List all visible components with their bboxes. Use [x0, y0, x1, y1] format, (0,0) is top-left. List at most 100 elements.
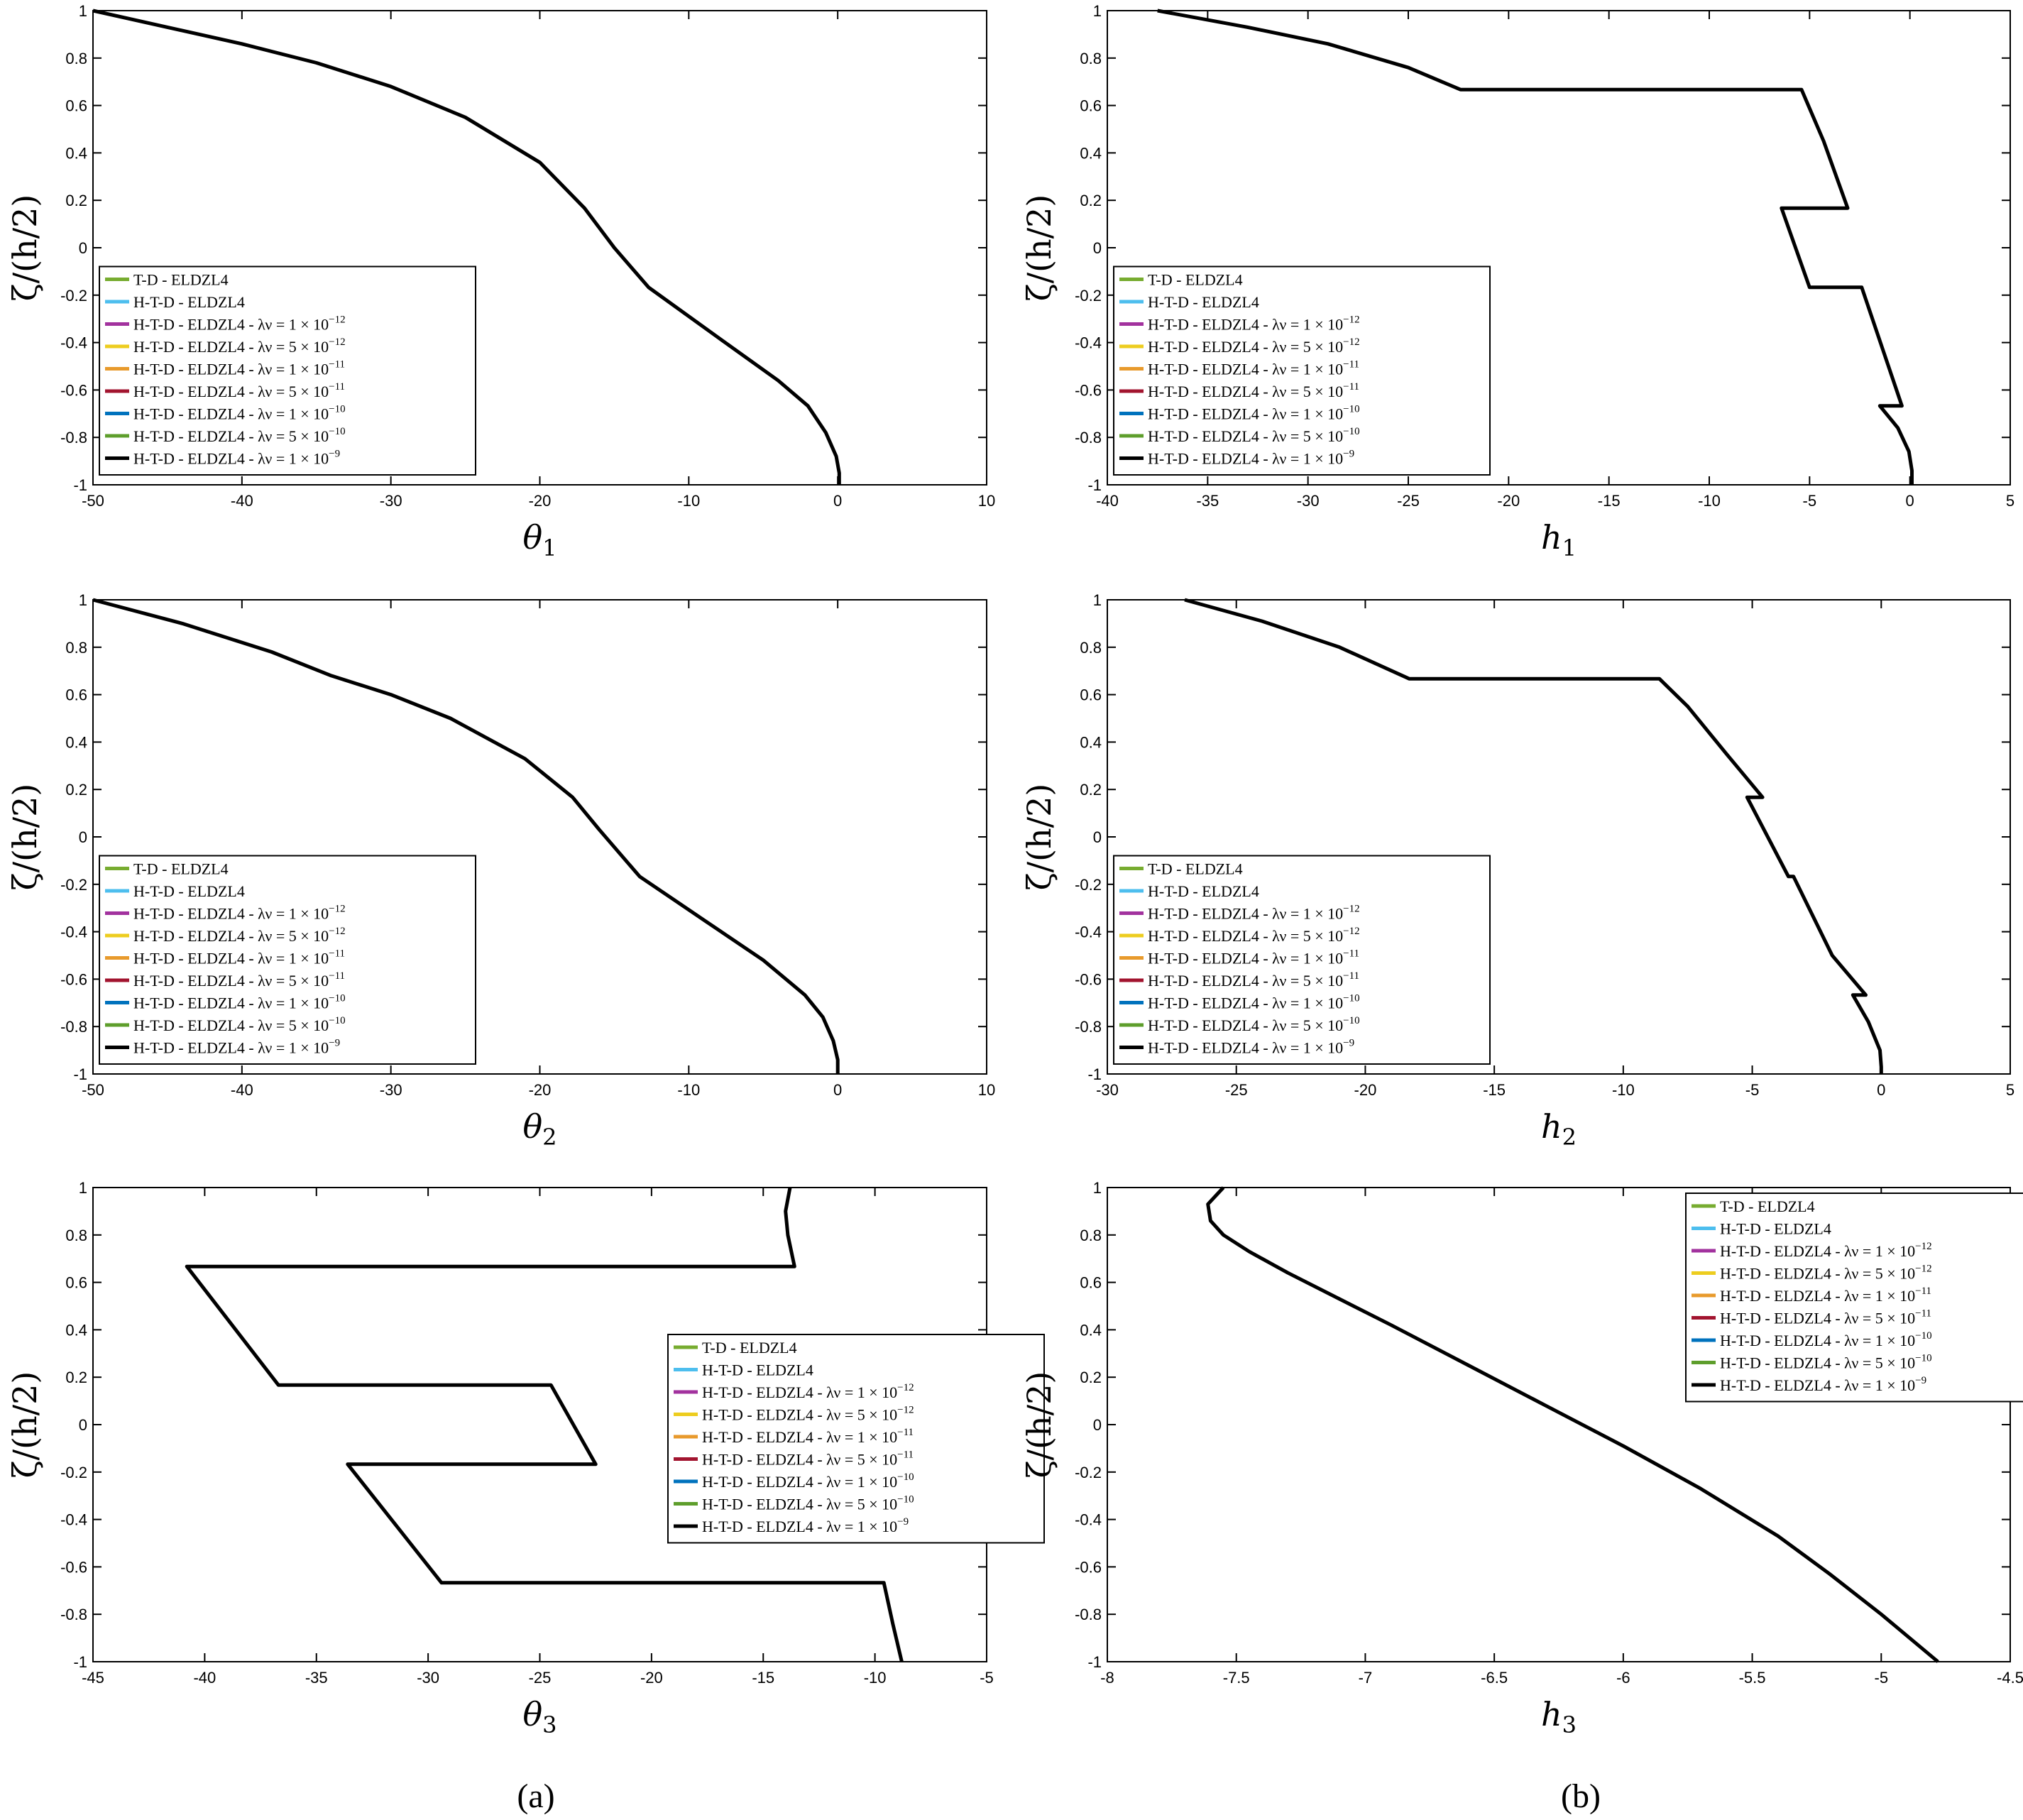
y-tick-label: 0.8 — [65, 1227, 87, 1244]
series-line — [1184, 598, 1883, 1074]
legend-entry-label: H-T-D - ELDZL4 — [133, 882, 245, 900]
x-axis-subscript: 2 — [542, 1124, 557, 1151]
x-tick-label: -45 — [82, 1669, 104, 1687]
y-tick-label: 0.6 — [65, 686, 87, 704]
panel-label-a: (a) — [517, 1777, 554, 1815]
legend-entry-label: H-T-D - ELDZL4 — [1148, 882, 1259, 900]
y-tick-label: 0.2 — [1080, 192, 1102, 209]
legend-entry-exponent: −10 — [1343, 993, 1359, 1004]
legend-entry-label: H-T-D - ELDZL4 - λν = 1 × 10−10 — [1720, 1330, 1932, 1349]
y-tick-label: -0.6 — [1075, 970, 1102, 988]
y-tick-label: 0.4 — [1080, 144, 1102, 162]
x-tick-label: -30 — [1096, 1081, 1119, 1099]
y-tick-label: 1 — [79, 591, 87, 609]
y-tick-label: 0.2 — [65, 781, 87, 799]
legend-box — [99, 265, 476, 476]
y-tick-label: -0.2 — [60, 876, 87, 894]
series-line — [1157, 9, 1914, 485]
legend-entry-label: H-T-D - ELDZL4 - λν = 1 × 10−11 — [133, 948, 345, 967]
y-axis-label: ζ/(h/2) — [1020, 784, 1058, 891]
x-axis-symbol: h — [1541, 1107, 1562, 1146]
y-tick-label: -0.4 — [1075, 923, 1102, 941]
y-tick-label: 0 — [79, 239, 87, 257]
y-axis-label: ζ/(h/2) — [6, 194, 44, 302]
legend-entry-exponent: −9 — [329, 1038, 340, 1049]
y-tick-label: -1 — [1087, 1065, 1102, 1083]
legend-entry-exponent: −12 — [329, 336, 345, 348]
legend-entry-label: H-T-D - ELDZL4 - λν = 1 × 10−11 — [1720, 1285, 1931, 1305]
y-tick-label: 0.6 — [65, 97, 87, 115]
y-axis-label: ζ/(h/2) — [1020, 194, 1058, 302]
legend-entry-label: H-T-D - ELDZL4 - λν = 5 × 10−10 — [702, 1494, 914, 1513]
x-tick-label: -25 — [1225, 1081, 1248, 1099]
y-tick-label: -0.8 — [1075, 1606, 1102, 1623]
y-tick-label: -0.8 — [1075, 1018, 1102, 1036]
legend: T-D - ELDZL4 H-T-D - ELDZL4 H-T-D - ELDZL4… — [667, 1334, 1045, 1544]
legend: T-D - ELDZL4 H-T-D - ELDZL4 H-T-D - ELDZL4… — [1113, 265, 1491, 476]
legend-entry-label: H-T-D - ELDZL4 - λν = 5 × 10−11 — [1148, 970, 1359, 990]
x-tick-label: -40 — [231, 1081, 253, 1099]
legend: T-D - ELDZL4 H-T-D - ELDZL4 H-T-D - ELDZL4… — [1113, 855, 1491, 1065]
legend-entry-label: H-T-D - ELDZL4 - λν = 5 × 10−11 — [1148, 381, 1359, 400]
legend-entry-label: H-T-D - ELDZL4 - λν = 5 × 10−11 — [133, 381, 345, 400]
y-axis-label: ζ/(h/2) — [6, 1371, 44, 1479]
x-tick-label: -8 — [1100, 1669, 1114, 1687]
legend-entry-label: T-D - ELDZL4 — [702, 1339, 797, 1356]
y-tick-label: 0.6 — [1080, 686, 1102, 704]
y-tick-label: -0.2 — [1075, 287, 1102, 305]
legend-box — [1685, 1193, 2023, 1403]
x-tick-label: -5 — [1745, 1081, 1760, 1099]
legend-entry-exponent: −11 — [329, 970, 345, 982]
y-tick-label: -0.6 — [60, 1558, 87, 1576]
x-tick-label: 0 — [833, 492, 842, 510]
legend-entry-label: H-T-D - ELDZL4 - λν = 1 × 10−12 — [1720, 1241, 1932, 1260]
legend-entry-label: H-T-D - ELDZL4 - λν = 1 × 10−12 — [133, 904, 346, 923]
legend-entry-label: H-T-D - ELDZL4 - λν = 1 × 10−11 — [1148, 948, 1359, 967]
legend-entry-exponent: −9 — [1343, 449, 1354, 460]
legend-entry-label: H-T-D - ELDZL4 - λν = 5 × 10−10 — [133, 426, 346, 445]
x-tick-label: -10 — [1612, 1081, 1635, 1099]
y-tick-label: -0.2 — [1075, 1464, 1102, 1481]
legend-entry-label: H-T-D - ELDZL4 - λν = 5 × 10−12 — [1148, 926, 1360, 945]
x-tick-label: -5.5 — [1739, 1669, 1766, 1687]
y-tick-label: -0.8 — [60, 429, 87, 446]
legend: T-D - ELDZL4 H-T-D - ELDZL4 H-T-D - ELDZL4… — [99, 265, 476, 476]
legend-entry-label: H-T-D - ELDZL4 - λν = 5 × 10−10 — [1148, 426, 1360, 445]
legend-entry-exponent: −12 — [1343, 314, 1359, 326]
y-tick-label: 0.2 — [65, 192, 87, 209]
x-tick-label: -15 — [752, 1669, 774, 1687]
y-tick-label: -1 — [1087, 1653, 1102, 1671]
chart-panel-1: -50 -40 -30 -20 -10 0 10 -1 -0.8 -0.6 -0.4 -0.2 0 0.2… — [6, 2, 995, 561]
legend-box — [667, 1334, 1045, 1544]
y-tick-label: 0 — [1093, 1416, 1102, 1434]
x-tick-label: -35 — [1196, 492, 1219, 510]
y-tick-label: 1 — [1093, 2, 1102, 20]
legend-entry-label: H-T-D - ELDZL4 — [702, 1361, 813, 1379]
legend-entry-label: H-T-D - ELDZL4 - λν = 1 × 10−9 — [702, 1516, 909, 1535]
legend-entry-label: H-T-D - ELDZL4 — [1148, 293, 1259, 311]
legend-entry-label: H-T-D - ELDZL4 - λν = 5 × 10−12 — [702, 1405, 914, 1424]
legend-entry-label: H-T-D - ELDZL4 - λν = 1 × 10−10 — [1148, 404, 1360, 423]
y-tick-label: 0.8 — [65, 50, 87, 67]
legend-entry-exponent: −11 — [1343, 948, 1359, 960]
legend-entry-label: H-T-D - ELDZL4 - λν = 5 × 10−10 — [1148, 1015, 1360, 1034]
legend-entry-exponent: −11 — [1343, 381, 1359, 393]
chart-panel-5: -45 -40 -35 -30 -25 -20 -15 -10 -5 -1 -0.8 -0.6 -0.4… — [6, 1179, 1045, 1738]
legend-box — [1113, 265, 1491, 476]
y-tick-label: -0.6 — [1075, 381, 1102, 399]
legend-entry-exponent: −10 — [1343, 404, 1359, 415]
legend-entry-label: H-T-D - ELDZL4 - λν = 1 × 10−9 — [1148, 449, 1354, 468]
legend-entry-exponent: −10 — [1343, 1015, 1359, 1026]
legend-entry-exponent: −11 — [329, 381, 345, 393]
y-tick-label: -0.4 — [1075, 334, 1102, 352]
legend-entry-exponent: −10 — [329, 426, 345, 437]
legend-entry-exponent: −11 — [329, 948, 345, 960]
x-axis-label: θ1 — [522, 518, 557, 561]
legend-entry-exponent: −11 — [897, 1427, 914, 1438]
x-tick-label: -15 — [1483, 1081, 1506, 1099]
legend-entry-exponent: −12 — [1343, 904, 1359, 915]
x-tick-label: -35 — [305, 1669, 328, 1687]
legend-entry-label: T-D - ELDZL4 — [133, 271, 229, 289]
legend-entry-label: H-T-D - ELDZL4 - λν = 5 × 10−10 — [1720, 1353, 1932, 1372]
x-tick-label: -25 — [529, 1669, 552, 1687]
